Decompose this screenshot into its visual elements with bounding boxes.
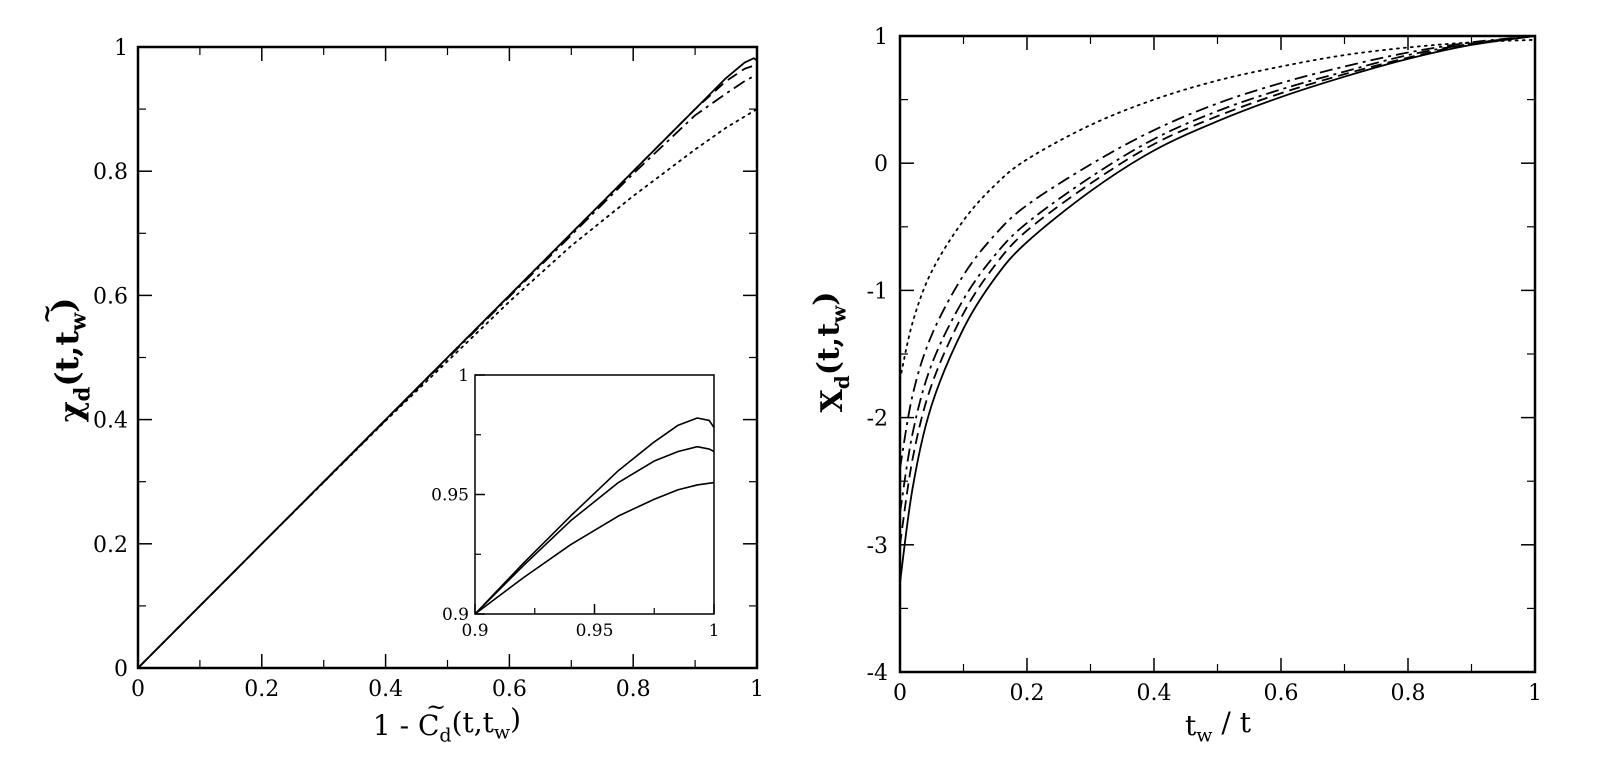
right-series-line-3-dashdot	[900, 36, 1535, 514]
inset-series-line-1-solid	[475, 417, 714, 614]
inset-y-tick-label: 1	[458, 366, 469, 386]
left-x-tick-label: 0.4	[368, 677, 403, 702]
right-x-tick-label: 0.4	[1137, 681, 1172, 706]
right-series-line-1-solid	[900, 36, 1535, 584]
inset-series-line-2-solid	[475, 445, 714, 614]
left-x-tick-label: 0.8	[616, 677, 651, 702]
left-x-tick-label: 0.6	[492, 677, 527, 702]
right-y-tick-label: -2	[867, 407, 888, 432]
right-y-tick-label: 0	[874, 152, 888, 177]
left-y-tick-label: 1	[114, 36, 128, 61]
left-x-axis-title-accent: ~	[426, 693, 446, 721]
right-x-tick-label: 0.2	[1010, 681, 1045, 706]
right-series-line-5-dotted	[900, 38, 1535, 381]
right-y-axis-title: Xd(t,tw)	[808, 291, 854, 412]
left-y-tick-label: 0.2	[93, 533, 128, 558]
inset-y-tick-label: 0.95	[431, 486, 469, 506]
right-series-line-4-dashdot	[900, 36, 1535, 469]
right-y-tick-label: -1	[867, 279, 888, 304]
right-plot-frame	[898, 34, 1537, 674]
left-y-tick-label: 0	[114, 657, 128, 682]
right-x-tick-label: 0.8	[1391, 681, 1426, 706]
left-y-axis-title-accent: ~	[32, 304, 61, 324]
right-y-tick-label: -4	[867, 661, 888, 686]
left-y-tick-label: 0.4	[93, 409, 128, 434]
left-y-tick-label: 0.6	[93, 284, 128, 309]
left-x-axis-title: 1 - Cd(t,tw)	[373, 703, 521, 747]
right-y-tick-label: 1	[874, 25, 888, 50]
left-series-line-3-dashdot	[138, 74, 757, 668]
inset-x-tick-label: 1	[709, 621, 720, 641]
inset-x-tick-label: 0.9	[461, 621, 488, 641]
inset-y-tick-label: 0.9	[442, 605, 469, 625]
left-inset-panel: 0.9 0.95 1 0.9 0.95 1	[431, 366, 719, 641]
left-y-tick-label: 0.8	[93, 160, 128, 185]
inset-series-line-3-solid	[475, 481, 714, 614]
left-x-tick-label: 0	[131, 677, 145, 702]
left-chart-panel: 0 0.2 0.4 0.6 0.8 1 0 0.2 0.4 0.6 0.8 1 1 - Cd(t,tw)…	[32, 36, 764, 747]
right-x-tick-label: 1	[1528, 681, 1542, 706]
left-x-tick-label: 0.2	[244, 677, 279, 702]
right-y-tick-label: -3	[867, 534, 888, 559]
left-x-tick-label: 1	[750, 677, 764, 702]
right-x-tick-label: 0.6	[1264, 681, 1299, 706]
left-series-line-4-dotted	[138, 108, 757, 668]
right-chart-panel: 0 0.2 0.4 0.6 0.8 1 -4 -3 -2 -1 0 1 tw / t Xd(t,tw)	[808, 25, 1542, 747]
right-x-axis-title: tw / t	[1185, 706, 1252, 747]
left-y-axis-title: χd(t,tw)	[44, 298, 94, 423]
inset-x-tick-label: 0.95	[576, 621, 614, 641]
right-series-line-2-dashed	[900, 36, 1535, 545]
right-x-tick-label: 0	[893, 681, 907, 706]
